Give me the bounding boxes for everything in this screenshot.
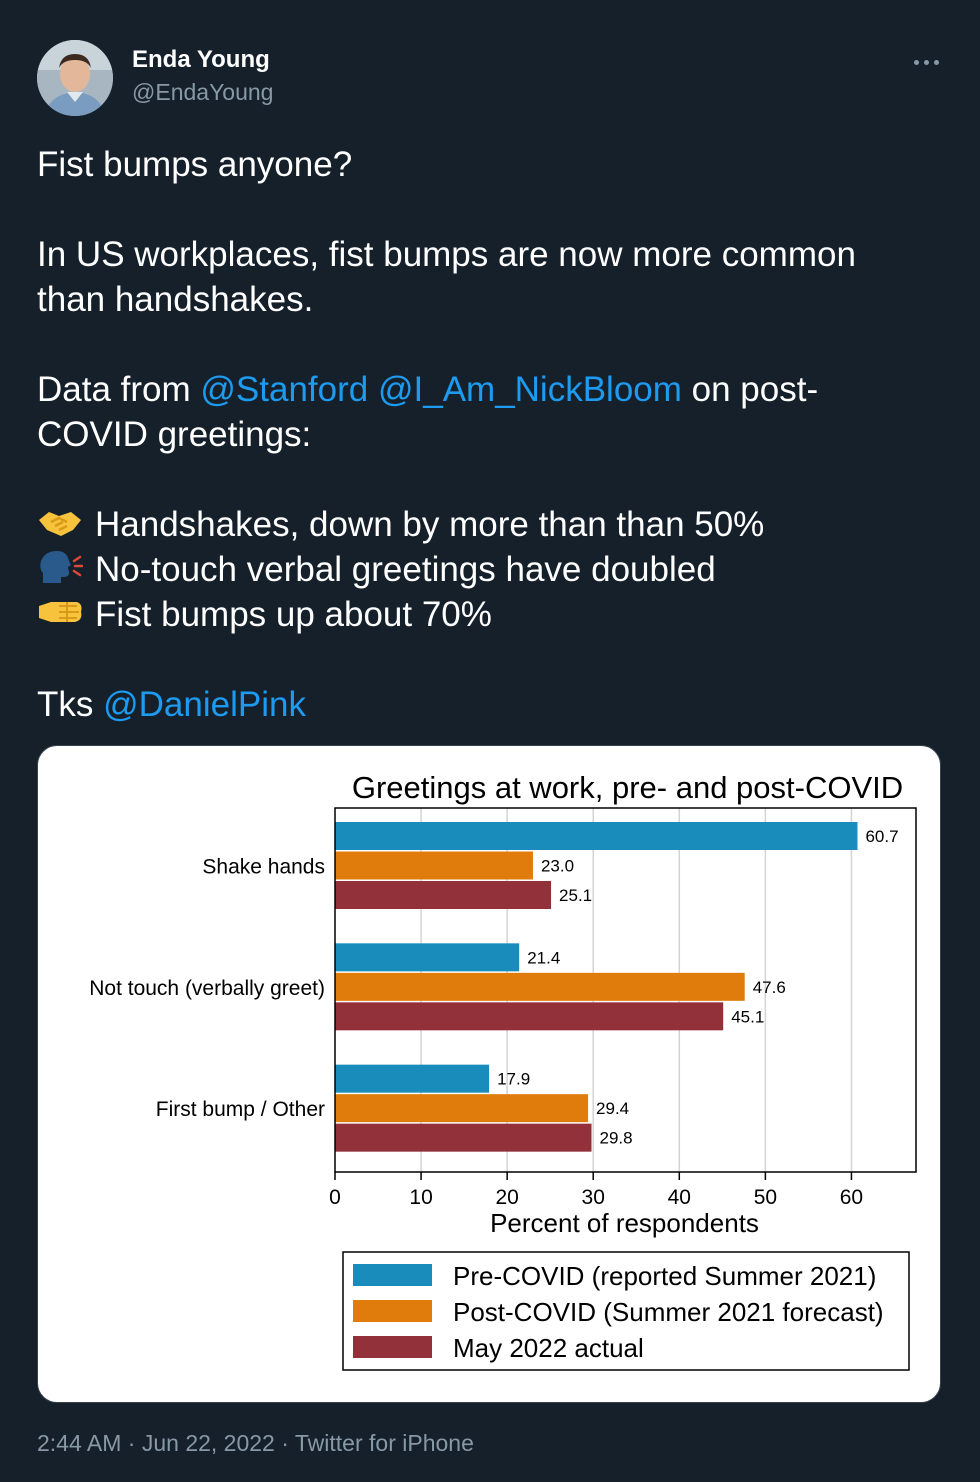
- fist-bump-emoji-icon: [39, 602, 82, 622]
- profile-photo-icon: [37, 40, 113, 116]
- chart-bar: [335, 943, 520, 972]
- bar-data-label: 60.7: [865, 827, 898, 846]
- meta-separator: ·: [274, 1430, 295, 1456]
- bar-data-label: 45.1: [731, 1007, 764, 1026]
- plot-frame: [334, 807, 917, 1173]
- chart-bar: [335, 1094, 589, 1123]
- chart-bar: [335, 1064, 490, 1093]
- chart-bar: [335, 1002, 724, 1031]
- tweet-bullet: Handshakes, down by more than than 50%: [37, 502, 937, 547]
- legend-label: Post-COVID (Summer 2021 forecast): [453, 1297, 884, 1327]
- chart-bar: [335, 822, 858, 850]
- tweet-line: Tks @DanielPink: [37, 682, 937, 727]
- bullet-text: Fist bumps up about 70%: [95, 595, 492, 634]
- chart-image[interactable]: Greetings at work, pre- and post-COVID 60…: [37, 745, 941, 1403]
- x-tick-label: 50: [754, 1186, 777, 1209]
- mention-link-stanford[interactable]: @Stanford: [200, 370, 369, 409]
- category-label: Shake hands: [202, 856, 325, 879]
- tweet-date[interactable]: Jun 22, 2022: [141, 1430, 275, 1456]
- legend-box: [342, 1251, 910, 1371]
- tweet-bullet: No-touch verbal greetings have doubled: [37, 547, 937, 592]
- bar-data-label: 21.4: [527, 948, 560, 967]
- tweet-line: In US workplaces, fist bumps are now mor…: [37, 235, 856, 274]
- tweet-line: COVID greetings:: [37, 415, 312, 454]
- text-fragment: on post-: [681, 370, 819, 409]
- x-tick-label: 30: [582, 1186, 605, 1209]
- chart: Greetings at work, pre- and post-COVID 60…: [89, 770, 917, 1371]
- tweet-source[interactable]: Twitter for iPhone: [294, 1430, 474, 1456]
- meta-separator: ·: [121, 1430, 142, 1456]
- x-axis-label: Percent of respondents: [490, 1208, 759, 1238]
- legend-swatch: [353, 1336, 432, 1358]
- author-handle[interactable]: @EndaYoung: [132, 79, 274, 105]
- category-label: Not touch (verbally greet): [89, 977, 325, 1000]
- x-tick-label: 40: [668, 1186, 691, 1209]
- bar-data-label: 23.0: [541, 857, 574, 876]
- text-fragment: Tks: [37, 685, 104, 724]
- speaking-head-emoji-icon: [40, 551, 83, 583]
- chart-bar: [335, 972, 745, 1001]
- tweet-meta: 2:44 AM · Jun 22, 2022 · Twitter for iPh…: [37, 1430, 474, 1457]
- x-tick-label: 0: [329, 1186, 341, 1209]
- avatar[interactable]: [37, 40, 113, 116]
- more-options-icon[interactable]: [912, 52, 942, 72]
- bar-data-label: 25.1: [559, 886, 592, 905]
- bar-data-label: 29.8: [600, 1129, 633, 1148]
- tweet-timestamp[interactable]: 2:44 AM: [37, 1430, 122, 1456]
- chart-bar: [335, 1123, 592, 1152]
- legend-label: Pre-COVID (reported Summer 2021): [453, 1261, 876, 1291]
- legend-label: May 2022 actual: [453, 1333, 644, 1363]
- chart-bar: [335, 881, 552, 909]
- author-name[interactable]: Enda Young: [132, 46, 270, 73]
- x-tick-label: 20: [495, 1186, 518, 1209]
- handshake-emoji-icon: [39, 512, 81, 536]
- mention-link-nickbloom[interactable]: @I_Am_NickBloom: [377, 370, 682, 409]
- tweet-line: Fist bumps anyone?: [37, 145, 353, 184]
- tweet-line: than handshakes.: [37, 280, 314, 319]
- x-tick-label: 60: [840, 1186, 863, 1209]
- legend-swatch: [353, 1300, 432, 1322]
- tweet-line: Data from @Stanford @I_Am_NickBloom on p…: [37, 367, 937, 412]
- bar-data-label: 17.9: [497, 1070, 530, 1089]
- bar-data-label: 29.4: [596, 1099, 629, 1118]
- chart-bar: [335, 851, 533, 880]
- bullet-text: No-touch verbal greetings have doubled: [95, 550, 716, 589]
- legend-swatch: [353, 1264, 432, 1286]
- bullet-text: Handshakes, down by more than than 50%: [95, 505, 765, 544]
- mention-link-danielpink[interactable]: @DanielPink: [103, 685, 306, 724]
- x-tick-label: 10: [409, 1186, 432, 1209]
- text-fragment: Data from: [37, 370, 201, 409]
- category-label: First bump / Other: [156, 1098, 325, 1121]
- tweet-text: Fist bumps anyone? In US workplaces, fis…: [37, 142, 937, 727]
- chart-title: Greetings at work, pre- and post-COVID: [352, 770, 903, 805]
- tweet-bullet: Fist bumps up about 70%: [37, 592, 937, 637]
- bar-data-label: 47.6: [753, 978, 786, 997]
